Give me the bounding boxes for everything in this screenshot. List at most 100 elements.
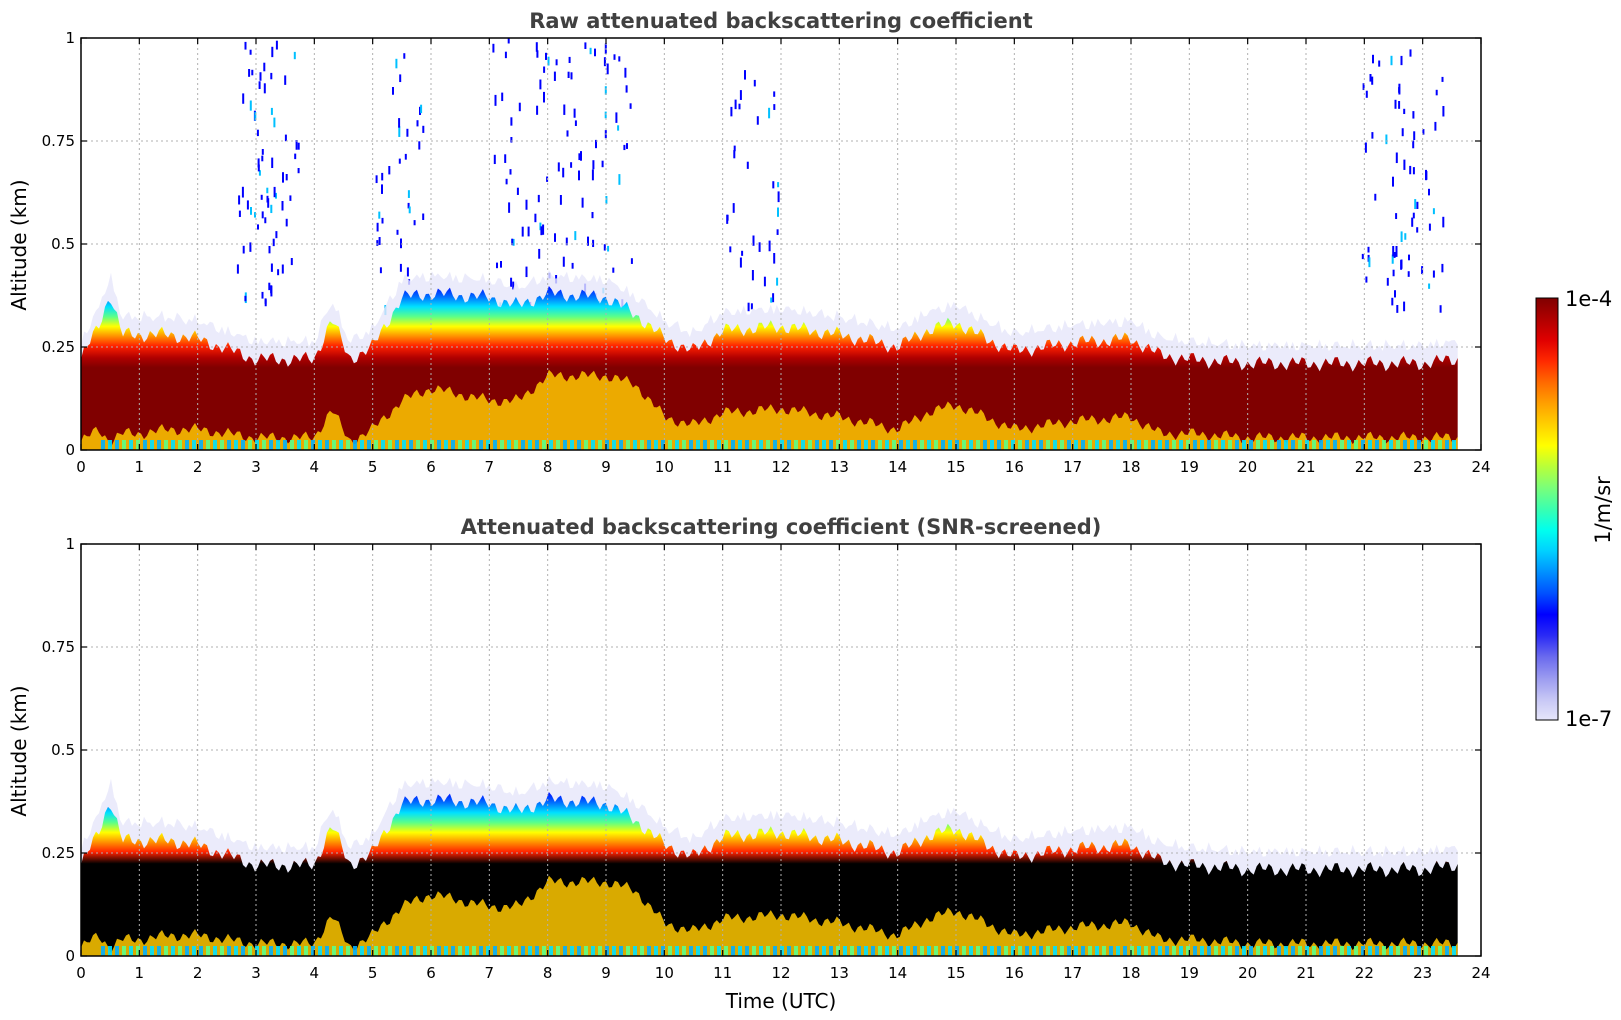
noise-speckle xyxy=(270,204,273,214)
noise-speckle xyxy=(254,212,256,218)
x-tick-label: 18 xyxy=(1121,458,1140,476)
surface-return-bin xyxy=(1305,946,1309,956)
surface-return-bin xyxy=(794,946,798,956)
noise-speckle xyxy=(1441,76,1444,82)
noise-speckle xyxy=(261,291,264,299)
noise-speckle xyxy=(249,100,252,111)
y-tick-label: 0.25 xyxy=(42,338,75,356)
noise-speckle xyxy=(290,258,293,266)
colorbar-scale xyxy=(1535,297,1559,721)
x-tick-label: 8 xyxy=(543,458,553,476)
surface-return-bin xyxy=(633,946,637,956)
noise-speckle xyxy=(525,199,528,210)
noise-speckle xyxy=(623,144,626,151)
surface-return-bin xyxy=(1319,946,1323,956)
noise-speckle xyxy=(536,105,539,115)
surface-return-bin xyxy=(451,440,455,450)
noise-speckle xyxy=(733,150,736,159)
noise-speckle xyxy=(1392,246,1395,257)
surface-return-bin xyxy=(1361,946,1365,956)
noise-speckle xyxy=(248,69,251,77)
surface-return-bin xyxy=(304,440,308,450)
surface-return-bin xyxy=(472,946,476,956)
surface-return-bin xyxy=(1375,946,1379,956)
surface-return-bin xyxy=(829,440,833,450)
surface-return-bin xyxy=(1347,946,1351,956)
surface-return-bin xyxy=(668,440,672,450)
surface-return-bin xyxy=(129,440,133,450)
surface-return-bin xyxy=(437,946,441,956)
surface-return-bin xyxy=(1389,440,1393,450)
surface-return-bin xyxy=(549,946,553,956)
surface-return-bin xyxy=(1431,440,1435,450)
surface-return-bin xyxy=(1382,946,1386,956)
surface-return-bin xyxy=(1109,946,1113,956)
y-axis-label: Altitude (km) xyxy=(7,179,31,310)
noise-speckle xyxy=(547,56,550,66)
surface-return-bin xyxy=(934,440,938,450)
x-tick-label: 1 xyxy=(135,458,145,476)
surface-return-bin xyxy=(409,440,413,450)
surface-return-bin xyxy=(1116,440,1120,450)
surface-return-bin xyxy=(1256,440,1260,450)
noise-speckle xyxy=(406,267,409,277)
surface-return-bin xyxy=(696,946,700,956)
surface-return-bin xyxy=(514,946,518,956)
surface-return-bin xyxy=(1312,946,1316,956)
noise-speckle xyxy=(738,103,741,110)
noise-speckle xyxy=(534,213,537,223)
surface-return-bin xyxy=(1088,440,1092,450)
surface-return-bin xyxy=(675,440,679,450)
surface-return-bin xyxy=(682,946,686,956)
surface-return-bin xyxy=(1228,946,1232,956)
surface-return-bin xyxy=(843,946,847,956)
noise-speckle xyxy=(266,187,269,194)
surface-return-bin xyxy=(353,440,357,450)
surface-return-bin xyxy=(479,440,483,450)
noise-speckle xyxy=(546,176,549,182)
noise-speckle xyxy=(630,258,633,264)
noise-speckle xyxy=(525,266,528,278)
surface-return-bin xyxy=(269,946,273,956)
surface-return-bin xyxy=(206,946,210,956)
surface-return-bin xyxy=(430,946,434,956)
x-tick-label: 17 xyxy=(1063,458,1082,476)
surface-return-bin xyxy=(696,440,700,450)
x-tick-label: 5 xyxy=(368,964,378,982)
x-tick-label: 23 xyxy=(1413,964,1432,982)
x-tick-label: 22 xyxy=(1355,964,1374,982)
x-tick-label: 0 xyxy=(76,964,86,982)
surface-return-bin xyxy=(423,440,427,450)
surface-return-bin xyxy=(304,946,308,956)
surface-return-bin xyxy=(185,946,189,956)
noise-speckle xyxy=(570,72,573,80)
surface-return-bin xyxy=(241,946,245,956)
surface-return-bin xyxy=(927,946,931,956)
surface-return-bin xyxy=(1263,946,1267,956)
surface-return-bin xyxy=(759,440,763,450)
noise-speckle xyxy=(1395,152,1398,164)
surface-return-bin xyxy=(941,440,945,450)
surface-return-bin xyxy=(1221,946,1225,956)
noise-speckle xyxy=(557,162,560,172)
surface-return-bin xyxy=(1249,946,1253,956)
x-tick-label: 3 xyxy=(251,964,261,982)
noise-speckle xyxy=(562,256,565,267)
surface-return-bin xyxy=(1039,946,1043,956)
surface-return-bin xyxy=(367,946,371,956)
surface-return-bin xyxy=(346,440,350,450)
noise-speckle xyxy=(1403,108,1406,115)
noise-speckle xyxy=(250,207,252,215)
noise-speckle xyxy=(508,202,511,213)
noise-speckle xyxy=(1378,60,1381,67)
noise-speckle xyxy=(773,253,776,264)
noise-speckle xyxy=(238,195,241,205)
noise-speckle xyxy=(244,295,247,302)
surface-return-bin xyxy=(962,440,966,450)
surface-return-bin xyxy=(255,946,259,956)
surface-return-bin xyxy=(997,946,1001,956)
noise-speckle xyxy=(510,277,513,287)
noise-speckle xyxy=(753,79,756,87)
noise-speckle xyxy=(1428,223,1431,231)
y-tick-label: 1 xyxy=(65,535,75,553)
